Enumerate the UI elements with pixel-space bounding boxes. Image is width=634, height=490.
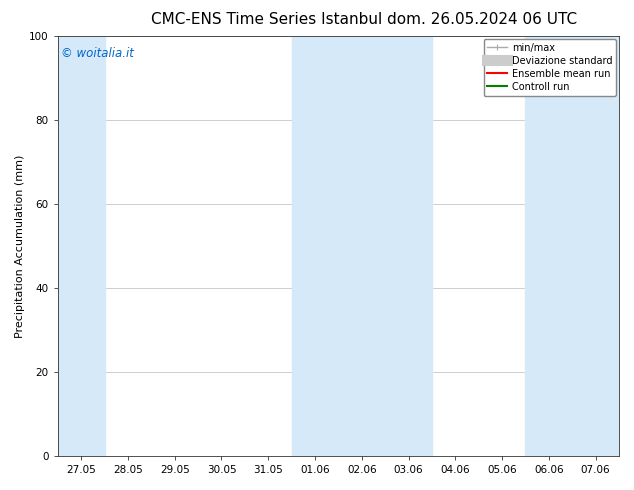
Bar [526, 36, 619, 456]
Text: dom. 26.05.2024 06 UTC: dom. 26.05.2024 06 UTC [387, 12, 577, 27]
Text: CMC-ENS Time Series Istanbul: CMC-ENS Time Series Istanbul [151, 12, 382, 27]
Bar [58, 36, 105, 456]
Y-axis label: Precipitation Accumulation (mm): Precipitation Accumulation (mm) [15, 154, 25, 338]
Text: © woitalia.it: © woitalia.it [61, 47, 134, 60]
Bar [292, 36, 432, 456]
Legend: min/max, Deviazione standard, Ensemble mean run, Controll run: min/max, Deviazione standard, Ensemble m… [484, 39, 616, 96]
